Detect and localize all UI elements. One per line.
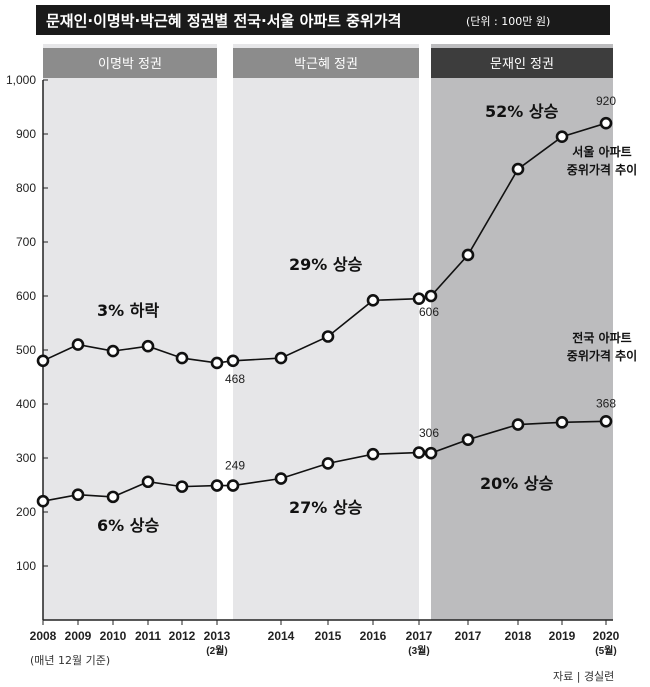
chart-title: 문재인·이명박·박근혜 정권별 전국·서울 아파트 중위가격	[46, 12, 401, 30]
era-label-2: 문재인 정권	[490, 57, 554, 72]
axes: 100 200 300 400 500 600 700 800 900 1,000 2008 2009…	[6, 73, 620, 657]
x-tick-label: 2020	[593, 629, 620, 643]
era-labels: 이명박 정권 박근혜 정권 문재인 정권	[43, 48, 613, 78]
x-tick-label: 2017	[406, 629, 433, 643]
series-0-point	[511, 162, 525, 176]
y-tick-label: 800	[16, 181, 36, 195]
y-tick-label: 100	[16, 559, 36, 573]
era-background-2	[431, 44, 613, 620]
series-0-point	[424, 289, 438, 303]
y-tick-label: 300	[16, 451, 36, 465]
y-tick-label: 700	[16, 235, 36, 249]
x-tick-label: 2018	[505, 629, 532, 643]
y-tick-label: 600	[16, 289, 36, 303]
x-tick-label: 2014	[268, 629, 295, 643]
annotations: 3% 하락 29% 상승 52% 상승 6% 상승 27% 상승 20% 상승 …	[97, 102, 637, 535]
y-tick-label: 500	[16, 343, 36, 357]
series-0-point	[141, 339, 155, 353]
seoul-series-label-line1: 서울 아파트	[572, 144, 631, 159]
era-label-1: 박근혜 정권	[294, 57, 358, 72]
annotation-6pct-rise: 6% 상승	[97, 516, 159, 535]
x-tick-sublabel: (3월)	[408, 645, 429, 657]
series-line-1	[42, 420, 607, 502]
series-0-point	[226, 354, 240, 368]
footnote: (매년 12월 기준)	[30, 654, 110, 667]
series-1-point	[412, 446, 426, 459]
data-label: 306	[419, 426, 439, 440]
national-series-label-line1: 전국 아파트	[572, 330, 631, 345]
data-label: 606	[419, 305, 439, 319]
series-0-point	[175, 351, 189, 365]
series-1-point	[321, 457, 335, 470]
series-1-point	[106, 490, 120, 504]
annotation-52pct-rise: 52% 상승	[485, 102, 559, 121]
x-tick-label: 2011	[135, 629, 161, 643]
series-1-point	[175, 480, 189, 493]
data-label: 249	[225, 459, 245, 473]
annotation-29pct-rise: 29% 상승	[289, 255, 363, 274]
annotation-3pct-drop: 3% 하락	[97, 301, 159, 320]
x-tick-label: 2013	[204, 629, 231, 643]
y-tick-label: 1,000	[6, 73, 36, 87]
era-label-box-2	[431, 48, 613, 78]
series-1-point	[461, 433, 475, 446]
era-label-box-0	[43, 48, 217, 78]
x-tick-label: 2015	[315, 629, 342, 643]
series-1-point	[36, 494, 50, 508]
x-tick-label: 2010	[100, 629, 127, 643]
series-1-point	[226, 479, 240, 492]
series-0-point	[274, 351, 288, 365]
series-0-point	[36, 354, 50, 368]
x-tick-label: 2016	[360, 629, 387, 643]
series-1-point	[210, 479, 224, 492]
y-tick-label: 900	[16, 127, 36, 141]
series-1-point	[511, 418, 525, 431]
series-0-point	[71, 338, 85, 351]
data-label: 920	[596, 94, 616, 108]
annotation-27pct-rise: 27% 상승	[289, 498, 363, 517]
series-lines: 468 606 920 249 306 368	[36, 94, 616, 508]
annotation-20pct-rise: 20% 상승	[480, 474, 554, 493]
era-label-box-1	[233, 48, 419, 78]
series-0-point	[555, 130, 569, 143]
era-background-0	[43, 44, 217, 620]
series-0-point	[461, 248, 475, 262]
source-note: 자료 | 경실련	[553, 670, 614, 683]
series-0-point	[599, 116, 613, 130]
series-0-point	[210, 356, 224, 370]
series-1-point	[555, 416, 569, 429]
series-0-point	[366, 294, 380, 307]
title-bar	[36, 5, 610, 35]
x-tick-label: 2019	[549, 629, 576, 643]
x-tick-label: 2008	[30, 629, 57, 643]
data-label: 368	[596, 396, 616, 410]
data-label: 468	[225, 372, 245, 386]
x-tick-sublabel: (5월)	[595, 645, 616, 657]
series-0-point	[321, 330, 335, 343]
series-1-point	[274, 472, 288, 485]
series-0-point	[106, 344, 120, 358]
era-label-0: 이명박 정권	[98, 57, 162, 72]
x-tick-label: 2009	[65, 629, 92, 643]
x-tick-label: 2012	[169, 629, 196, 643]
series-0-point	[412, 292, 426, 306]
seoul-series-label-line2: 중위가격 추이	[567, 162, 637, 177]
series-line-0	[42, 122, 607, 364]
unit-label: (단위 : 100만 원)	[466, 15, 550, 28]
series-1-point	[71, 488, 85, 502]
national-series-label-line2: 중위가격 추이	[567, 348, 637, 363]
series-1-point	[424, 446, 438, 460]
y-tick-label: 400	[16, 397, 36, 411]
x-tick-sublabel: (2월)	[206, 645, 227, 657]
series-1-point	[141, 475, 155, 489]
series-1-point	[599, 414, 613, 428]
series-1-point	[366, 447, 380, 461]
y-tick-label: 200	[16, 505, 36, 519]
x-tick-label: 2017	[455, 629, 482, 643]
